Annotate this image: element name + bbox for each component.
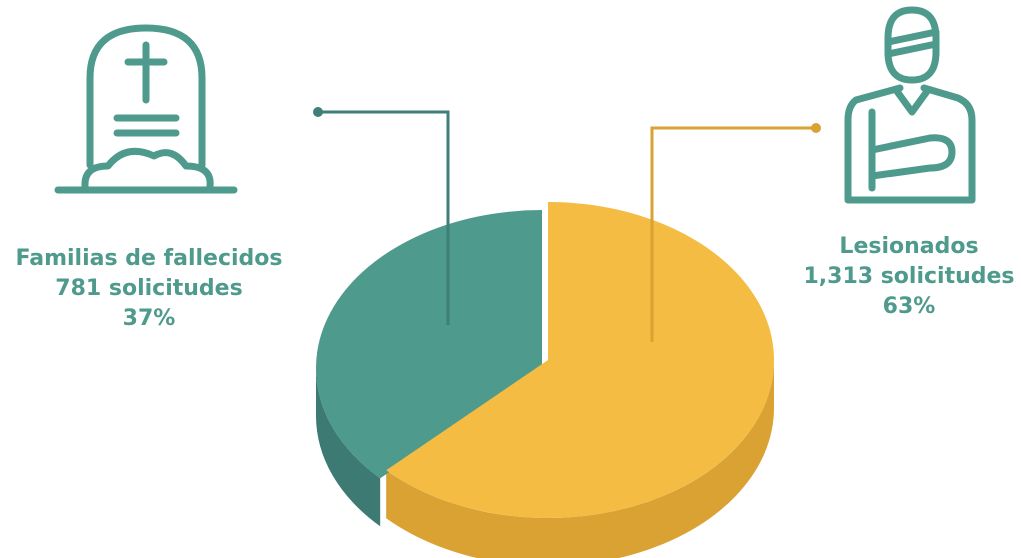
- leader-line-familias: [318, 110, 450, 325]
- label-lesionados-percent: 63%: [882, 294, 936, 319]
- pie-slice-familias-side: [316, 368, 381, 527]
- injured-person-icon: [844, 6, 976, 204]
- label-lesionados-count: 1,313 solicitudes: [803, 264, 1015, 289]
- label-familias: Familias de fallecidos 781 solicitudes 3…: [4, 244, 294, 334]
- pie-slice-lesionados: [386, 202, 774, 518]
- label-familias-count: 781 solicitudes: [55, 276, 243, 301]
- leader-dot-familias: [313, 107, 323, 117]
- label-lesionados-name: Lesionados: [839, 234, 979, 259]
- label-familias-percent: 37%: [122, 306, 176, 331]
- pie-slice-familias: [315, 210, 542, 479]
- tombstone-icon: [54, 24, 238, 194]
- label-lesionados: Lesionados 1,313 solicitudes 63%: [796, 232, 1021, 322]
- label-familias-name: Familias de fallecidos: [15, 246, 283, 271]
- leader-dot-lesionados: [811, 123, 821, 133]
- pie-slice-lesionados-side: [386, 360, 774, 558]
- leader-line-lesionados: [650, 126, 816, 342]
